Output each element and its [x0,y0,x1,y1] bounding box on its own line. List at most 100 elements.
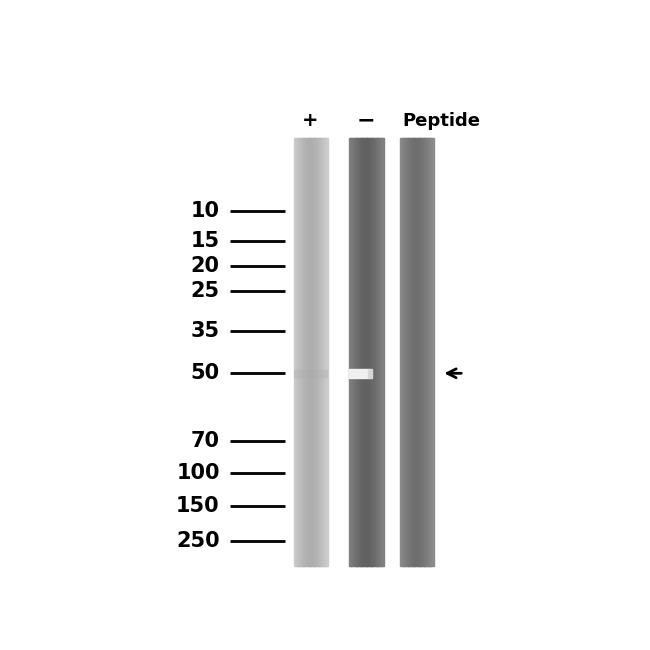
Bar [421,138,422,566]
Bar [431,138,432,566]
Bar [350,369,369,378]
Bar [353,138,354,566]
Text: 15: 15 [190,231,220,251]
Bar [428,138,429,566]
Bar [306,138,307,566]
Bar [362,138,363,566]
Bar [400,138,402,566]
Bar [307,138,309,566]
Bar [403,138,404,566]
Bar [379,138,380,566]
Bar [406,138,407,566]
Bar [315,138,317,566]
Bar [302,138,304,566]
Bar [318,138,320,566]
Bar [304,138,306,566]
Bar [430,138,432,566]
Bar [296,138,297,566]
Bar [432,138,433,566]
Bar [350,138,351,566]
Bar [358,138,359,566]
Bar [359,138,361,566]
Bar [425,138,426,566]
Bar [350,138,352,566]
Bar [316,138,317,566]
Bar [416,138,417,566]
Bar [309,138,311,566]
Bar [402,138,404,566]
Text: 150: 150 [176,496,220,516]
Bar [407,138,408,566]
Bar [404,138,406,566]
Text: Peptide: Peptide [402,112,480,129]
Bar [327,138,328,566]
Bar [374,138,376,566]
Bar [427,138,428,566]
Bar [364,138,365,566]
Bar [357,138,358,566]
Text: 70: 70 [191,431,220,451]
Bar [417,138,419,566]
Bar [322,138,323,566]
Bar [318,138,319,566]
Bar [313,138,314,566]
Bar [324,138,325,566]
Bar [368,138,369,566]
Text: 10: 10 [191,201,220,220]
Bar [351,138,352,566]
Bar [305,138,306,566]
Bar [302,138,303,566]
Bar [422,138,424,566]
Bar [298,138,299,566]
Bar [411,138,413,566]
Bar [408,138,409,566]
Bar [377,138,378,566]
Bar [360,138,362,566]
Bar [356,138,357,566]
Bar [420,138,421,566]
Bar [307,138,308,566]
Bar [370,138,372,566]
Bar [361,138,363,566]
Bar [433,138,434,566]
Bar [325,138,326,566]
Bar [367,369,372,378]
Bar [378,138,380,566]
Bar [429,138,430,566]
Bar [299,138,300,566]
Bar [428,138,430,566]
Bar [426,138,427,566]
Bar [417,138,418,566]
Bar [321,138,322,566]
Bar [411,138,412,566]
Bar [300,138,302,566]
Text: 100: 100 [176,463,220,484]
Bar [382,138,383,566]
Bar [320,138,322,566]
Bar [365,138,367,566]
Text: 25: 25 [190,281,220,301]
Text: +: + [302,111,318,130]
Bar [295,138,296,566]
Text: 250: 250 [176,531,220,551]
Bar [310,138,311,566]
Bar [317,138,318,566]
Bar [308,138,309,566]
Text: 50: 50 [190,363,220,383]
Bar [374,138,375,566]
Text: −: − [357,111,375,131]
Bar [415,138,416,566]
Bar [367,138,368,566]
Bar [410,138,411,566]
Text: 20: 20 [191,255,220,276]
Bar [414,138,415,566]
Bar [419,138,420,566]
Bar [371,138,372,566]
Bar [422,138,423,566]
Bar [370,138,371,566]
Bar [296,138,298,566]
Bar [294,138,295,566]
Bar [424,138,426,566]
Bar [376,138,378,566]
Bar [354,138,356,566]
